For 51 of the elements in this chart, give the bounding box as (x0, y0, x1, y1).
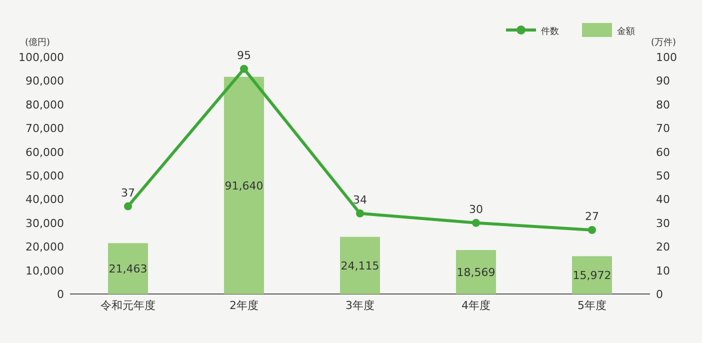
y2-tick-label: 20 (656, 240, 670, 254)
y2-tick-label: 30 (656, 216, 670, 230)
y2-tick-label: 0 (656, 288, 663, 301)
x-tick-label: 3年度 (346, 299, 374, 312)
data-label: 21,463 (108, 262, 148, 276)
y-tick-label: 20,000 (26, 240, 64, 254)
legend-label: 件数 (541, 26, 559, 37)
legend-label: 金額 (617, 26, 635, 37)
x-tick-label: 2年度 (230, 299, 258, 312)
y-tick-label: 40,000 (26, 193, 64, 206)
y2-tick-label: 60 (656, 146, 670, 159)
y-tick-label: 10,000 (26, 264, 64, 278)
y2-tick-label: 80 (656, 98, 670, 112)
y2-tick-label: 40 (656, 193, 670, 206)
data-label: 15,972 (572, 269, 612, 282)
point (356, 209, 364, 218)
data-label: 30 (469, 202, 483, 216)
data-label: 24,115 (340, 259, 380, 272)
y-tick-label: 50,000 (26, 170, 64, 182)
y2-axis-title: (万件) (650, 37, 676, 48)
y2-tick-label: 70 (656, 122, 670, 136)
x-tick-label: 4年度 (462, 299, 490, 312)
data-label: 27 (585, 210, 599, 224)
y2-tick-label: 10 (656, 264, 670, 278)
y2-tick-label: 100 (656, 51, 677, 64)
point (472, 218, 480, 227)
y2-tick-label: 90 (656, 74, 670, 88)
data-label: 34 (353, 193, 367, 206)
data-label: 37 (121, 186, 135, 200)
y-tick-label: 0 (57, 288, 64, 301)
bar (224, 76, 264, 294)
bar (456, 250, 496, 294)
point (124, 202, 132, 210)
x-tick-label: 令和元年度 (100, 299, 156, 312)
y-tick-label: 60,000 (26, 146, 64, 159)
x-tick-label: 5年度 (578, 299, 606, 312)
data-label: 95 (237, 48, 251, 62)
y-tick-label: 80,000 (26, 98, 64, 112)
data-label: 91,640 (224, 179, 264, 192)
point (588, 226, 596, 234)
y-tick-label: 90,000 (26, 74, 64, 88)
y-axis-title: (億円) (24, 37, 50, 48)
data-label: 18,569 (456, 266, 496, 279)
bar (572, 256, 612, 294)
y-tick-label: 100,000 (18, 51, 64, 64)
bar (340, 236, 380, 294)
y-tick-label: 30,000 (26, 216, 64, 230)
bar (108, 243, 148, 294)
y-tick-label: 70,000 (26, 122, 64, 136)
y2-tick-label: 50 (656, 170, 670, 182)
point (240, 64, 248, 73)
